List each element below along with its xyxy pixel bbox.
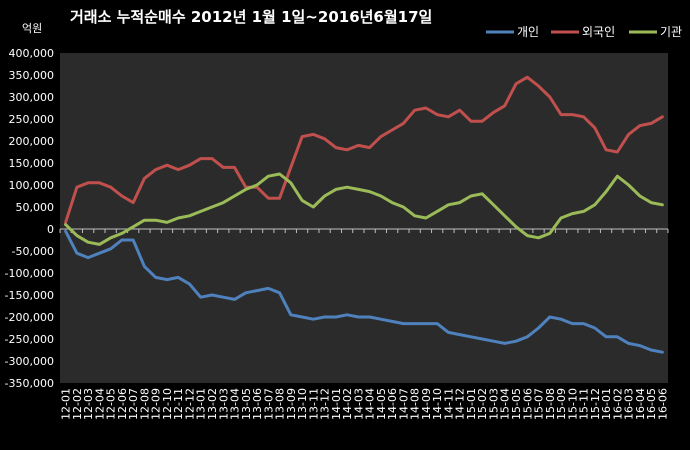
x-tick-label: 15-04 <box>499 388 512 420</box>
x-tick-label: 15-10 <box>566 388 579 420</box>
y-tick-label: -350,000 <box>5 377 54 390</box>
x-tick-label: 12-08 <box>138 388 151 420</box>
x-tick-label: 13-08 <box>274 388 287 420</box>
x-tick-label: 13-01 <box>195 388 208 420</box>
series-line-개인 <box>64 229 664 354</box>
y-tick-label: 50,000 <box>16 201 55 214</box>
series-line-기관 <box>64 172 664 246</box>
x-tick-label: 14-02 <box>341 388 354 420</box>
y-tick-label: 100,000 <box>9 179 55 192</box>
x-tick-label: 13-03 <box>217 388 230 420</box>
y-axis: 400,000 350,000 300,000 250,000 200,000 150,0… <box>5 47 54 390</box>
y-tick-label: -50,000 <box>12 245 54 258</box>
chart-title: 거래소 누적순매수 2012년 1월 1일~2016년6월17일 <box>70 8 433 26</box>
legend: 개인 외국인 기관 <box>486 25 682 39</box>
x-tick-label: 14-10 <box>431 388 444 420</box>
x-tick-label: 12-03 <box>82 388 95 420</box>
x-tick-label: 12-01 <box>60 388 73 420</box>
y-axis-unit: 억원 <box>22 22 43 35</box>
series-line-외국인 <box>64 75 664 224</box>
x-tick-label: 12-09 <box>150 388 163 420</box>
x-tick-label: 15-02 <box>476 388 489 420</box>
series-lines <box>64 75 664 354</box>
y-tick-label: -100,000 <box>5 267 54 280</box>
x-tick-label: 12-10 <box>161 388 174 420</box>
y-tick-label: -150,000 <box>5 289 54 302</box>
x-tick-label: 14-06 <box>386 388 399 420</box>
x-tick-label: 16-04 <box>634 388 647 420</box>
y-tick-label: -300,000 <box>5 355 54 368</box>
x-tick-label: 13-12 <box>319 388 332 420</box>
x-tick-label: 14-03 <box>352 388 365 420</box>
x-tick-label: 13-10 <box>296 388 309 420</box>
x-tick-label: 14-08 <box>409 388 422 420</box>
y-tick-label: 200,000 <box>9 135 55 148</box>
legend-label: 개인 <box>517 25 539 39</box>
x-tick-label: 15-11 <box>578 388 591 420</box>
y-tick-label: 300,000 <box>9 91 55 104</box>
x-axis: 12-0112-0212-0312-0412-0512-0612-0712-08… <box>59 229 669 420</box>
x-tick-label: 12-04 <box>93 388 106 420</box>
x-tick-label: 12-06 <box>116 388 129 420</box>
x-tick-label: 12-02 <box>71 388 84 420</box>
plot-area <box>60 53 668 383</box>
x-tick-label: 16-02 <box>611 388 624 420</box>
x-tick-label: 15-12 <box>589 388 602 420</box>
x-tick-label: 14-05 <box>375 388 388 420</box>
x-tick-label: 16-06 <box>656 388 669 420</box>
x-tick-label: 16-03 <box>623 388 636 420</box>
x-tick-label: 14-07 <box>397 388 410 420</box>
legend-label: 외국인 <box>582 25 615 39</box>
y-tick-label: -200,000 <box>5 311 54 324</box>
x-tick-label: 13-09 <box>285 388 298 420</box>
x-tick-label: 15-08 <box>544 388 557 420</box>
y-tick-label: 0 <box>47 223 54 236</box>
x-tick-label: 13-05 <box>240 388 253 420</box>
legend-label: 기관 <box>660 25 682 39</box>
y-tick-label: 250,000 <box>9 113 55 126</box>
x-tick-label: 12-11 <box>172 388 185 420</box>
x-tick-label: 14-12 <box>454 388 467 420</box>
x-tick-label: 12-12 <box>183 388 196 420</box>
x-tick-label: 15-01 <box>465 388 478 420</box>
y-tick-label: 150,000 <box>9 157 55 170</box>
x-tick-label: 15-07 <box>533 388 546 420</box>
x-tick-label: 12-05 <box>105 388 118 420</box>
x-tick-label: 13-07 <box>262 388 275 420</box>
x-tick-label: 16-05 <box>645 388 658 420</box>
x-tick-label: 14-09 <box>420 388 433 420</box>
x-tick-label: 15-05 <box>510 388 523 420</box>
x-tick-label: 15-06 <box>521 388 534 420</box>
y-tick-label: 400,000 <box>9 47 55 60</box>
y-tick-label: 350,000 <box>9 69 55 82</box>
x-tick-label: 12-07 <box>127 388 140 420</box>
x-tick-label: 14-04 <box>364 388 377 420</box>
x-tick-label: 16-01 <box>600 388 613 420</box>
x-tick-label: 13-02 <box>206 388 219 420</box>
y-tick-label: -250,000 <box>5 333 54 346</box>
x-tick-label: 14-11 <box>442 388 455 420</box>
x-tick-label: 13-04 <box>229 388 242 420</box>
x-tick-label: 13-11 <box>307 388 320 420</box>
x-tick-label: 13-06 <box>251 388 264 420</box>
x-tick-label: 14-01 <box>330 388 343 420</box>
x-tick-label: 15-03 <box>487 388 500 420</box>
x-tick-label: 15-09 <box>555 388 568 420</box>
